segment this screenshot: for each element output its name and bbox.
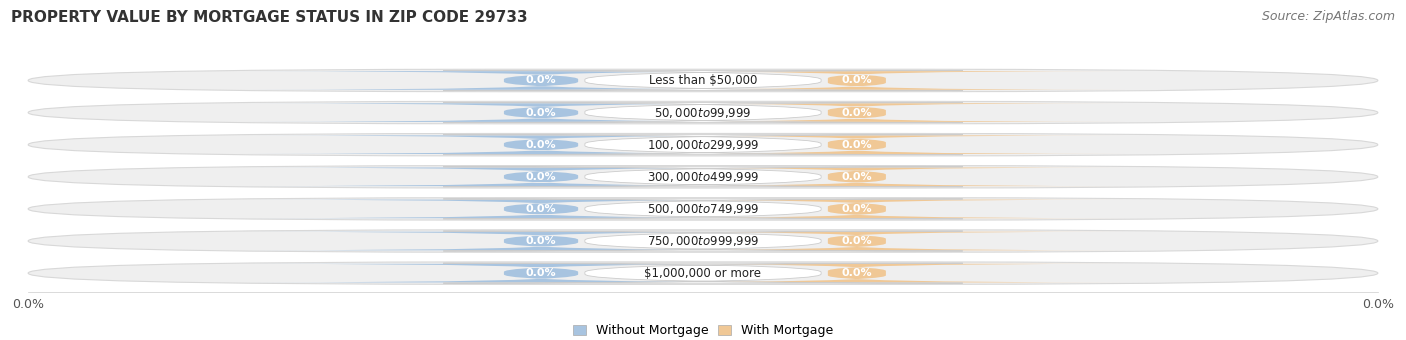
- Text: 0.0%: 0.0%: [526, 236, 557, 246]
- FancyBboxPatch shape: [443, 199, 963, 219]
- Text: 0.0%: 0.0%: [526, 204, 557, 214]
- FancyBboxPatch shape: [589, 232, 1125, 250]
- FancyBboxPatch shape: [240, 200, 841, 218]
- FancyBboxPatch shape: [443, 263, 963, 283]
- Text: $100,000 to $299,999: $100,000 to $299,999: [647, 138, 759, 152]
- FancyBboxPatch shape: [589, 264, 1125, 283]
- FancyBboxPatch shape: [240, 103, 841, 122]
- FancyBboxPatch shape: [28, 101, 1378, 124]
- Text: 0.0%: 0.0%: [842, 236, 872, 246]
- Text: Source: ZipAtlas.com: Source: ZipAtlas.com: [1261, 10, 1395, 23]
- FancyBboxPatch shape: [28, 262, 1378, 284]
- Text: 0.0%: 0.0%: [842, 268, 872, 278]
- FancyBboxPatch shape: [28, 166, 1378, 188]
- FancyBboxPatch shape: [240, 168, 841, 186]
- FancyBboxPatch shape: [28, 69, 1378, 92]
- Text: 0.0%: 0.0%: [842, 140, 872, 150]
- FancyBboxPatch shape: [589, 71, 1125, 90]
- Text: 0.0%: 0.0%: [842, 107, 872, 118]
- Text: 0.0%: 0.0%: [842, 75, 872, 85]
- Text: $300,000 to $499,999: $300,000 to $499,999: [647, 170, 759, 184]
- Text: 0.0%: 0.0%: [526, 107, 557, 118]
- Text: PROPERTY VALUE BY MORTGAGE STATUS IN ZIP CODE 29733: PROPERTY VALUE BY MORTGAGE STATUS IN ZIP…: [11, 10, 527, 25]
- FancyBboxPatch shape: [443, 167, 963, 187]
- Text: $750,000 to $999,999: $750,000 to $999,999: [647, 234, 759, 248]
- FancyBboxPatch shape: [443, 135, 963, 155]
- Text: 0.0%: 0.0%: [526, 140, 557, 150]
- FancyBboxPatch shape: [28, 133, 1378, 156]
- FancyBboxPatch shape: [240, 264, 841, 283]
- FancyBboxPatch shape: [28, 230, 1378, 252]
- FancyBboxPatch shape: [240, 135, 841, 154]
- Text: $500,000 to $749,999: $500,000 to $749,999: [647, 202, 759, 216]
- FancyBboxPatch shape: [589, 168, 1125, 186]
- FancyBboxPatch shape: [443, 103, 963, 122]
- Text: 0.0%: 0.0%: [842, 172, 872, 182]
- FancyBboxPatch shape: [589, 135, 1125, 154]
- Text: 0.0%: 0.0%: [842, 204, 872, 214]
- Text: $50,000 to $99,999: $50,000 to $99,999: [654, 106, 752, 120]
- Text: 0.0%: 0.0%: [526, 172, 557, 182]
- FancyBboxPatch shape: [443, 231, 963, 251]
- FancyBboxPatch shape: [28, 198, 1378, 220]
- FancyBboxPatch shape: [443, 70, 963, 90]
- Text: 0.0%: 0.0%: [526, 268, 557, 278]
- Text: 0.0%: 0.0%: [526, 75, 557, 85]
- Text: Less than $50,000: Less than $50,000: [648, 74, 758, 87]
- FancyBboxPatch shape: [240, 232, 841, 250]
- FancyBboxPatch shape: [240, 71, 841, 90]
- FancyBboxPatch shape: [589, 103, 1125, 122]
- Legend: Without Mortgage, With Mortgage: Without Mortgage, With Mortgage: [574, 324, 832, 337]
- FancyBboxPatch shape: [589, 200, 1125, 218]
- Text: $1,000,000 or more: $1,000,000 or more: [644, 267, 762, 279]
